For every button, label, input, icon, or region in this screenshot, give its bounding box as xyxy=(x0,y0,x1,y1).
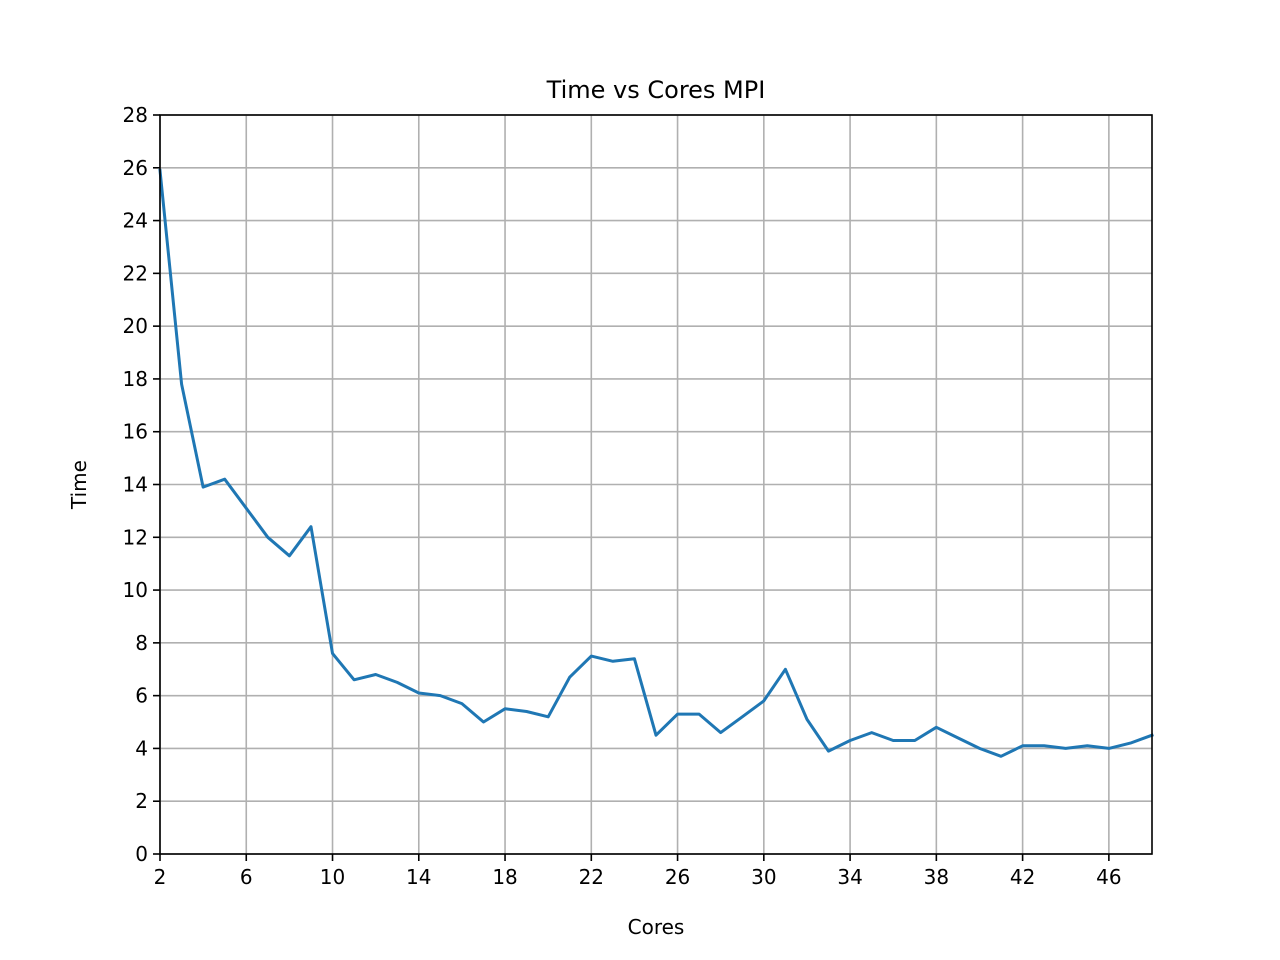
x-tick-label: 2 xyxy=(154,865,167,889)
series-line xyxy=(158,168,1154,758)
series-layer xyxy=(158,168,1154,758)
y-tick-label: 24 xyxy=(123,209,148,233)
y-axis-title: Time xyxy=(67,460,91,510)
y-tick-label: 8 xyxy=(135,631,148,655)
y-tick-label: 16 xyxy=(123,420,148,444)
y-tick-label: 26 xyxy=(123,156,148,180)
x-tick-label: 30 xyxy=(751,865,776,889)
y-tick-label: 14 xyxy=(123,473,148,497)
x-tick-label: 42 xyxy=(1010,865,1035,889)
x-tick-label: 6 xyxy=(240,865,253,889)
x-tick-label: 18 xyxy=(492,865,517,889)
y-tick-label: 12 xyxy=(123,525,148,549)
y-tick-label: 6 xyxy=(135,684,148,708)
y-tick-label: 18 xyxy=(123,367,148,391)
y-tick-label: 28 xyxy=(123,103,148,127)
y-tick-label: 22 xyxy=(123,261,148,285)
x-tick-label: 26 xyxy=(665,865,690,889)
y-tick-label: 10 xyxy=(123,578,148,602)
y-tick-label: 0 xyxy=(135,842,148,866)
ticks: 2 6 10 14 18 22 26 30 34 38 42 46024681012141618202… xyxy=(123,103,1122,889)
x-tick-label: 22 xyxy=(579,865,604,889)
y-tick-label: 20 xyxy=(123,314,148,338)
x-tick-label: 46 xyxy=(1096,865,1121,889)
x-tick-label: 10 xyxy=(320,865,345,889)
x-tick-label: 34 xyxy=(837,865,862,889)
y-tick-label: 2 xyxy=(135,789,148,813)
grid xyxy=(159,114,1152,855)
chart-title: Time vs Cores MPI xyxy=(546,76,766,104)
y-tick-label: 4 xyxy=(135,736,148,760)
x-axis-title: Cores xyxy=(628,915,685,939)
x-tick-label: 14 xyxy=(406,865,431,889)
x-tick-label: 38 xyxy=(924,865,949,889)
